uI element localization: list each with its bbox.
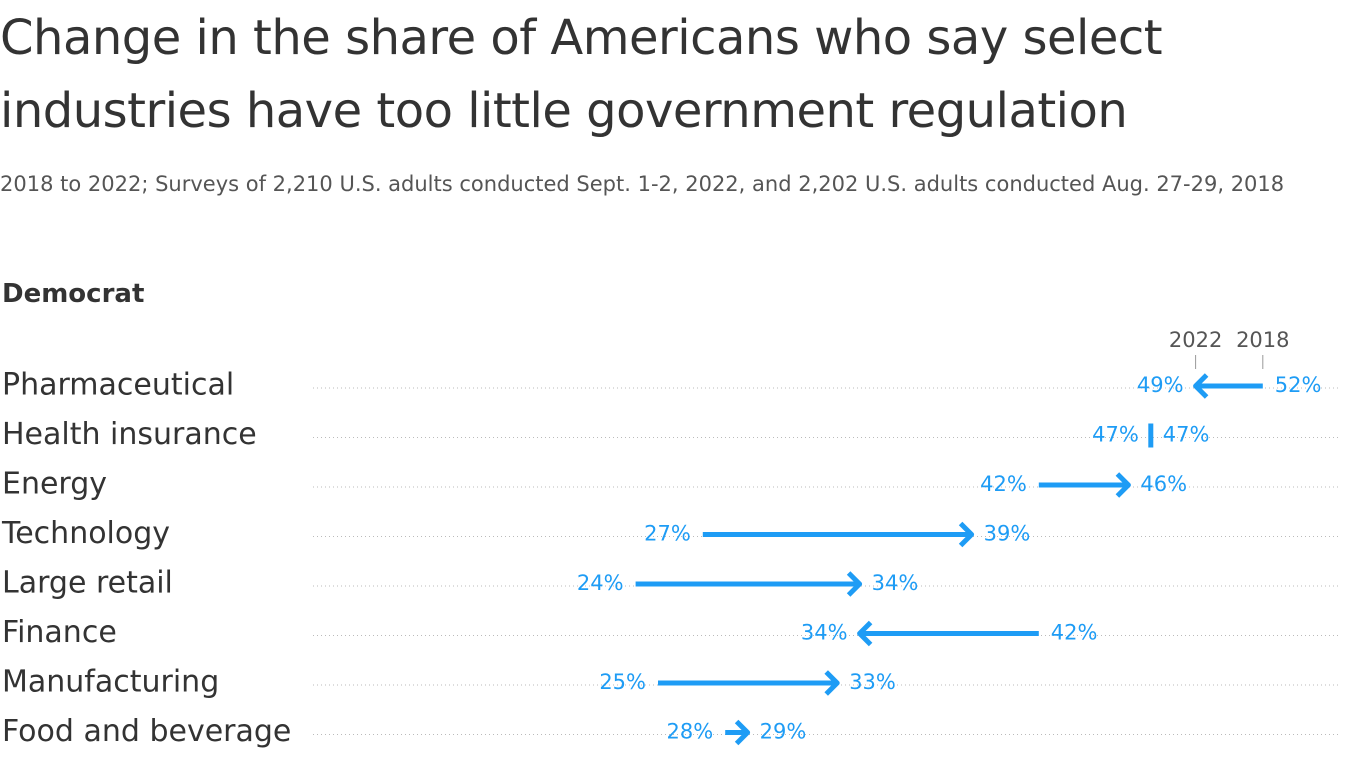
chart-title: Change in the share of Americans who say… [0, 10, 1163, 139]
category-label: Finance [2, 615, 117, 650]
arrow-head [846, 571, 863, 597]
category-label: Health insurance [2, 417, 257, 452]
value-label: 24% [577, 571, 624, 595]
value-label: 47% [1163, 423, 1210, 447]
arrow-head [824, 670, 840, 696]
category-label: Energy [2, 467, 107, 502]
category-label: Pharmaceutical [2, 368, 234, 403]
value-label: 42% [1051, 621, 1098, 645]
category-label: Manufacturing [2, 665, 219, 700]
arrow-head [958, 521, 975, 548]
value-label: 39% [984, 522, 1031, 546]
chart-subtitle: 2018 to 2022; Surveys of 2,210 U.S. adul… [0, 172, 1285, 196]
value-label: 52% [1275, 373, 1322, 397]
category-label: Large retail [2, 566, 173, 601]
value-label: 34% [872, 571, 919, 595]
value-label: 34% [801, 621, 848, 645]
value-label: 49% [1137, 373, 1184, 397]
value-label: 47% [1092, 423, 1139, 447]
value-label: 33% [849, 670, 896, 694]
value-label: 46% [1140, 472, 1187, 496]
legend-label: 2022 [1169, 328, 1222, 352]
arrow-head [1115, 472, 1131, 498]
legend-label: 2018 [1236, 328, 1289, 352]
value-label: 28% [667, 720, 714, 744]
category-label: Technology [1, 516, 170, 551]
category-label: Food and beverage [2, 714, 291, 749]
arrow-head [857, 620, 873, 647]
value-label: 42% [980, 472, 1027, 496]
arrow-head [1193, 373, 1209, 399]
panel-title: Democrat [2, 279, 145, 309]
value-label: 25% [599, 670, 646, 694]
value-label: 27% [644, 522, 691, 546]
arrow-head [734, 719, 751, 746]
value-label: 29% [760, 720, 807, 744]
